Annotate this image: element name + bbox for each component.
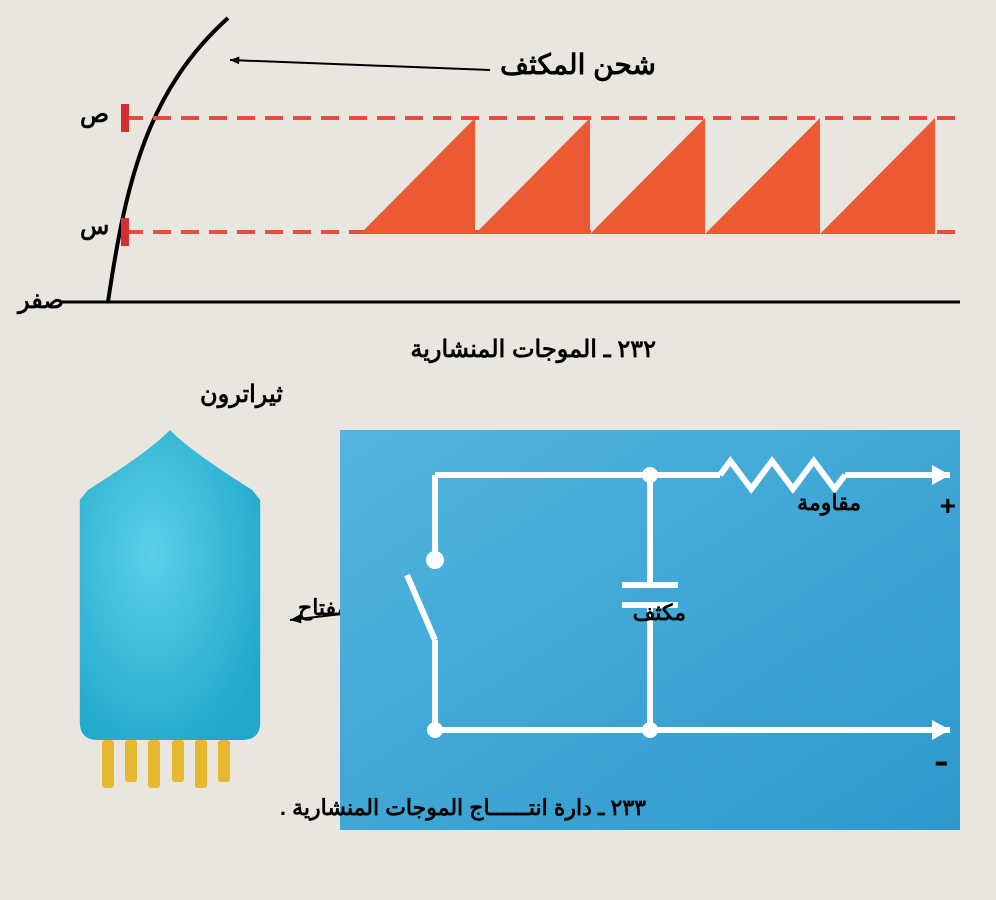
tube-body: [80, 430, 260, 740]
sawtooth-chart: [0, 0, 996, 330]
charging-curve: [108, 18, 228, 302]
tick-seen: [121, 218, 129, 246]
sawtooth-waves: [360, 118, 935, 234]
y-label-zero: صفر: [18, 286, 64, 315]
plus-sign: +: [940, 490, 956, 522]
minus-sign: ـ: [937, 735, 946, 773]
sawtooth-caption: ٢٣٢ ـ الموجات المنشارية: [410, 335, 656, 364]
circuit-caption: ٢٣٣ ـ دارة انتــــــاج الموجات المنشارية…: [26, 790, 646, 825]
capacitor-label: مكثف: [633, 600, 686, 626]
y-label-seen: س: [80, 212, 109, 241]
tick-sad: [121, 104, 129, 132]
y-label-sad: ص: [80, 100, 109, 129]
thyratron-tube: [60, 430, 280, 840]
tube-pins: [102, 740, 230, 788]
circuit-diagram: [340, 430, 960, 830]
title-arrow: [230, 56, 490, 70]
thyratron-label: ثيراترون: [200, 380, 283, 409]
chart-title: شحن المكثف: [500, 48, 656, 81]
resistor-label: مقاومة: [797, 490, 861, 516]
